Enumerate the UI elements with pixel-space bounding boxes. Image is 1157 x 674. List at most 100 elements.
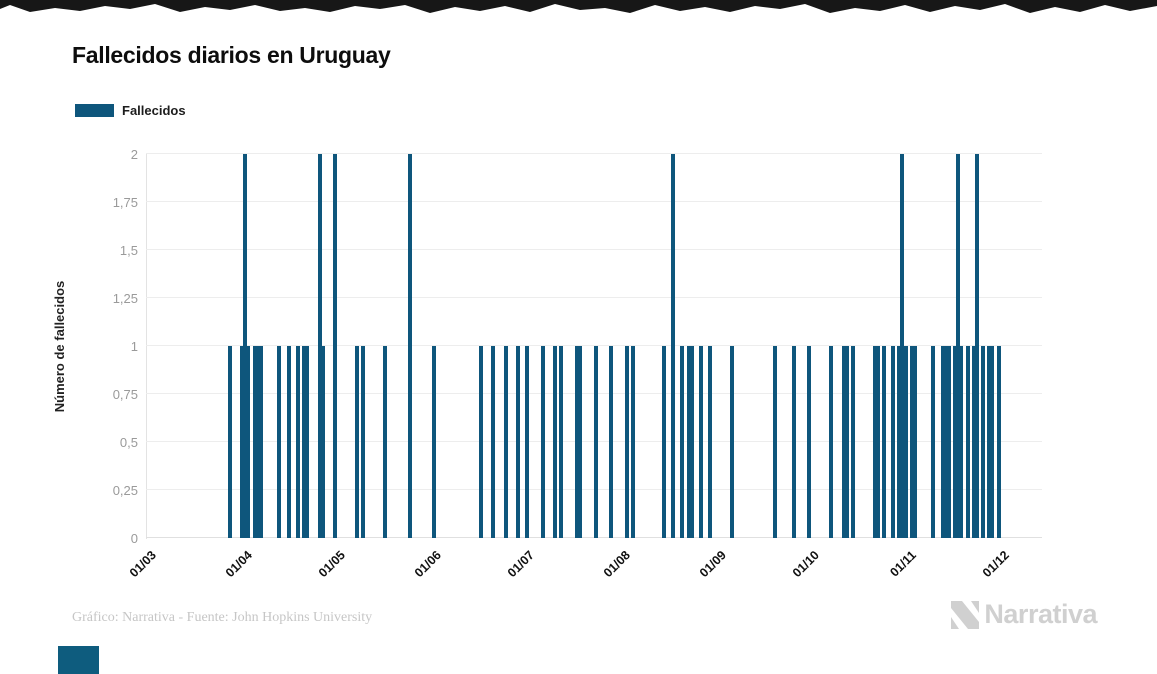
bar[interactable] xyxy=(243,154,248,538)
bar[interactable] xyxy=(255,346,260,538)
bar[interactable] xyxy=(407,154,412,538)
y-tick-label: 0,25 xyxy=(112,483,138,498)
bar[interactable] xyxy=(227,346,232,538)
legend-label: Fallecidos xyxy=(122,103,186,118)
bar[interactable] xyxy=(630,346,635,538)
bar[interactable] xyxy=(689,346,694,538)
bar[interactable] xyxy=(258,346,263,538)
bar[interactable] xyxy=(912,346,917,538)
bar[interactable] xyxy=(953,346,958,538)
gridline xyxy=(146,153,1042,154)
y-tick-label: 0,75 xyxy=(112,387,138,402)
bar[interactable] xyxy=(981,346,986,538)
bar[interactable] xyxy=(959,346,964,538)
bar[interactable] xyxy=(574,346,579,538)
bar[interactable] xyxy=(680,346,685,538)
bar[interactable] xyxy=(317,154,322,538)
bar[interactable] xyxy=(900,154,905,538)
bar[interactable] xyxy=(875,346,880,538)
bar[interactable] xyxy=(686,346,691,538)
bar[interactable] xyxy=(698,346,703,538)
bar[interactable] xyxy=(503,346,508,538)
bar[interactable] xyxy=(354,346,359,538)
bar[interactable] xyxy=(729,346,734,538)
bar[interactable] xyxy=(897,346,902,538)
y-tick-label: 2 xyxy=(130,147,138,162)
bar[interactable] xyxy=(516,346,521,538)
bar[interactable] xyxy=(361,346,366,538)
x-tick-label: 01/06 xyxy=(412,548,445,581)
x-tick-label: 01/07 xyxy=(505,548,538,581)
bar[interactable] xyxy=(295,346,300,538)
bar[interactable] xyxy=(540,346,545,538)
bar[interactable] xyxy=(956,154,961,538)
bar[interactable] xyxy=(850,346,855,538)
bar[interactable] xyxy=(708,346,713,538)
bar[interactable] xyxy=(559,346,564,538)
bar[interactable] xyxy=(478,346,483,538)
x-tick-label: 01/11 xyxy=(886,548,919,580)
bar[interactable] xyxy=(491,346,496,538)
bar[interactable] xyxy=(974,154,979,538)
bar[interactable] xyxy=(807,346,812,538)
bar[interactable] xyxy=(773,346,778,538)
bar[interactable] xyxy=(903,346,908,538)
x-tick-label: 01/05 xyxy=(315,548,349,581)
bar[interactable] xyxy=(872,346,877,538)
bar[interactable] xyxy=(946,346,951,538)
bar[interactable] xyxy=(909,346,914,538)
bar[interactable] xyxy=(525,346,530,538)
gridline xyxy=(146,201,1042,202)
narrativa-logo-text: Narrativa xyxy=(984,599,1097,629)
bar[interactable] xyxy=(578,346,583,538)
y-tick-label: 1 xyxy=(130,339,138,354)
x-tick-label: 01/12 xyxy=(979,548,1012,581)
bar[interactable] xyxy=(286,346,291,538)
gridline xyxy=(146,249,1042,250)
bar[interactable] xyxy=(943,346,948,538)
bar[interactable] xyxy=(553,346,558,538)
narrativa-logo-icon xyxy=(951,600,980,629)
x-tick-label: 01/10 xyxy=(790,548,823,581)
bar[interactable] xyxy=(891,346,896,538)
bar[interactable] xyxy=(881,346,886,538)
bar[interactable] xyxy=(990,346,995,538)
bar[interactable] xyxy=(302,346,307,538)
bar[interactable] xyxy=(593,346,598,538)
bar[interactable] xyxy=(432,346,437,538)
bar[interactable] xyxy=(240,346,245,538)
y-tick-label: 1,5 xyxy=(119,243,138,258)
torn-paper-edge-decoration xyxy=(0,0,1157,13)
bar[interactable] xyxy=(931,346,936,538)
bar[interactable] xyxy=(661,346,666,538)
narrativa-logo: Narrativa xyxy=(950,599,1097,630)
x-tick-label: 01/04 xyxy=(222,548,256,581)
bar[interactable] xyxy=(252,346,257,538)
bar[interactable] xyxy=(841,346,846,538)
bar[interactable] xyxy=(965,346,970,538)
bar[interactable] xyxy=(333,154,338,538)
bar[interactable] xyxy=(791,346,796,538)
bar[interactable] xyxy=(829,346,834,538)
bar[interactable] xyxy=(987,346,992,538)
bar[interactable] xyxy=(624,346,629,538)
bar[interactable] xyxy=(305,346,310,538)
bar[interactable] xyxy=(940,346,945,538)
bar[interactable] xyxy=(996,346,1001,538)
x-tick-label: 01/03 xyxy=(126,548,159,581)
bar[interactable] xyxy=(382,346,387,538)
legend-item-fallecidos[interactable]: Fallecidos xyxy=(75,103,186,118)
y-tick-label: 0,5 xyxy=(119,435,138,450)
bar[interactable] xyxy=(320,346,325,538)
bar[interactable] xyxy=(246,346,251,538)
gridline xyxy=(146,297,1042,298)
y-tick-label: 0 xyxy=(130,531,138,546)
x-tick-label: 01/09 xyxy=(697,548,730,581)
bar[interactable] xyxy=(609,346,614,538)
bar[interactable] xyxy=(277,346,282,538)
bar[interactable] xyxy=(844,346,849,538)
bar[interactable] xyxy=(671,154,676,538)
page-title: Fallecidos diarios en Uruguay xyxy=(72,42,391,68)
bar[interactable] xyxy=(971,346,976,538)
